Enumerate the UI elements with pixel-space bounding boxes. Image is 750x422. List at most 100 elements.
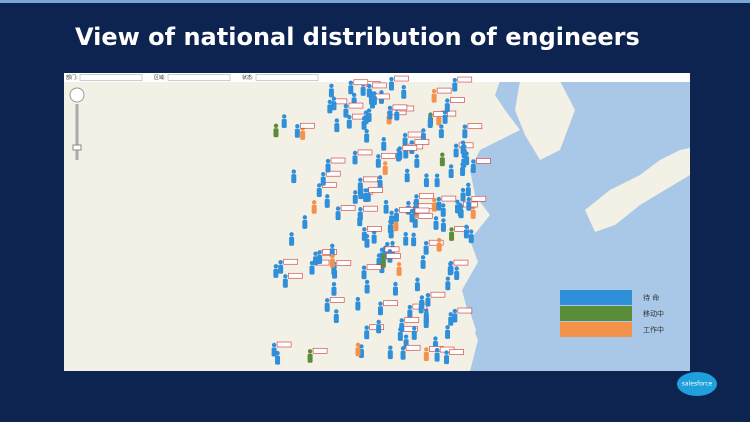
filter-select[interactable] (167, 74, 231, 81)
engineer-pin[interactable] (275, 350, 281, 365)
engineer-pin[interactable] (438, 124, 444, 139)
engineer-pin[interactable] (448, 164, 454, 178)
engineer-pin[interactable] (436, 237, 442, 252)
engineer-pin[interactable] (399, 317, 420, 332)
engineer-pin[interactable] (440, 218, 446, 232)
engineer-pin[interactable] (381, 137, 387, 151)
filter-select[interactable] (79, 74, 143, 81)
engineer-pin[interactable] (333, 309, 339, 323)
engineer-pin[interactable] (448, 312, 454, 326)
engineer-pin[interactable] (273, 123, 279, 138)
engineer-pin[interactable] (404, 168, 410, 183)
engineer-pin[interactable] (363, 187, 383, 202)
engineer-pin[interactable] (423, 173, 429, 188)
engineer-pin[interactable] (320, 170, 341, 186)
engineer-pin[interactable] (289, 232, 295, 246)
engineer-pin[interactable] (414, 277, 420, 292)
engineer-pin[interactable] (335, 205, 356, 221)
engineer-pin[interactable] (361, 226, 382, 241)
engineer-pin[interactable] (439, 152, 445, 167)
engineer-pin[interactable] (383, 199, 389, 214)
engineer-pin[interactable] (371, 229, 377, 244)
engineer-pin[interactable] (352, 149, 373, 165)
engineer-pin[interactable] (291, 169, 297, 184)
engineer-pin[interactable] (396, 262, 402, 276)
engineer-pin[interactable] (282, 272, 303, 288)
engineer-pin[interactable] (411, 232, 417, 247)
engineer-pin[interactable] (431, 87, 452, 103)
engineer-pin[interactable] (425, 291, 446, 307)
engineer-pin[interactable] (392, 281, 398, 296)
engineer-pin[interactable] (273, 264, 279, 278)
engineer-pin[interactable] (454, 266, 460, 281)
engineer-pin[interactable] (470, 158, 491, 173)
engineer-pin[interactable] (423, 239, 444, 255)
engineer-pin[interactable] (400, 344, 421, 360)
engineer-pin[interactable] (346, 113, 367, 129)
engineer-pin[interactable] (466, 195, 487, 211)
engineer-pin[interactable] (409, 207, 430, 223)
engineer-pin[interactable] (334, 118, 340, 133)
engineer-pin[interactable] (444, 97, 465, 113)
engineer-pin[interactable] (434, 346, 455, 362)
engineer-pin[interactable] (376, 319, 382, 334)
engineer-pin[interactable] (307, 347, 328, 363)
engineer-pin[interactable] (393, 207, 414, 222)
engineer-pin[interactable] (364, 234, 370, 248)
engineer-pin[interactable] (460, 140, 466, 155)
engineer-pin[interactable] (445, 276, 451, 291)
engineer-pin[interactable] (327, 98, 348, 114)
engineer-pin[interactable] (411, 326, 417, 340)
engineer-pin[interactable] (387, 104, 408, 120)
engineer-pin[interactable] (278, 258, 298, 274)
engineer-pin[interactable] (461, 153, 467, 168)
engineer-pin[interactable] (452, 307, 473, 323)
engineer-pin[interactable] (460, 187, 466, 202)
engineer-pin[interactable] (375, 153, 396, 168)
engineer-pin[interactable] (377, 175, 383, 189)
engineer-pin[interactable] (462, 123, 483, 139)
engineer-pin[interactable] (343, 102, 364, 118)
engineer-pin[interactable] (434, 173, 440, 188)
engineer-pin[interactable] (294, 122, 315, 138)
engineer-pin[interactable] (324, 297, 345, 312)
engineer-pin[interactable] (427, 114, 433, 129)
engineer-pin[interactable] (380, 253, 401, 268)
engineer-pin[interactable] (449, 226, 469, 241)
engineer-pin[interactable] (271, 341, 292, 357)
engineer-pin[interactable] (401, 85, 407, 99)
engineer-pin[interactable] (420, 255, 426, 269)
engineer-pin[interactable] (329, 253, 335, 268)
engineer-pin[interactable] (465, 182, 471, 197)
engineer-pin[interactable] (382, 161, 388, 175)
engineer-pin[interactable] (403, 231, 409, 246)
engineer-pin[interactable] (448, 259, 469, 275)
engineer-pin[interactable] (355, 296, 361, 311)
engineer-pin[interactable] (436, 195, 457, 211)
zoom-handle[interactable] (72, 144, 82, 151)
engineer-pin[interactable] (328, 83, 334, 98)
engineer-pin[interactable] (388, 75, 409, 91)
engineer-pin[interactable] (361, 116, 367, 130)
engineer-pin[interactable] (361, 264, 382, 280)
engineer-pin[interactable] (357, 176, 378, 192)
engineer-pin[interactable] (463, 224, 469, 239)
engineer-pin[interactable] (348, 79, 369, 95)
engineer-pin[interactable] (366, 82, 387, 98)
engineer-pin[interactable] (431, 197, 437, 212)
engineer-pin[interactable] (324, 194, 330, 208)
engineer-pin[interactable] (445, 325, 451, 339)
engineer-pin[interactable] (281, 114, 287, 128)
engineer-pin[interactable] (325, 157, 346, 173)
engineer-pin[interactable] (423, 310, 429, 325)
engineer-pin[interactable] (442, 110, 448, 124)
engineer-pin[interactable] (317, 249, 337, 264)
engineer-pin[interactable] (452, 76, 473, 92)
engineer-pin[interactable] (387, 345, 393, 360)
engineer-pin[interactable] (364, 279, 370, 294)
engineer-pin[interactable] (311, 200, 317, 214)
engineer-pin[interactable] (316, 182, 337, 197)
engineer-pin[interactable] (355, 342, 361, 357)
engineer-pin[interactable] (364, 128, 370, 143)
engineer-pin[interactable] (377, 300, 398, 316)
